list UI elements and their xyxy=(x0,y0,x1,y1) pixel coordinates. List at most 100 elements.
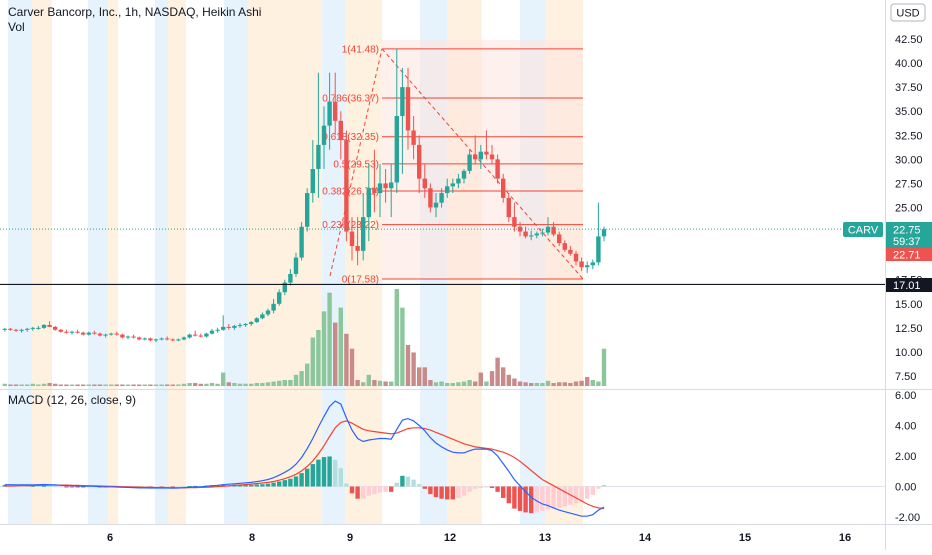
candle-body xyxy=(389,182,394,189)
symbol-badge[interactable]: CARV xyxy=(843,222,883,237)
time-tick-label: 16 xyxy=(839,532,851,544)
macd-histogram-bar xyxy=(321,457,327,487)
volume-bar xyxy=(310,337,315,386)
candle-body xyxy=(534,233,539,236)
macd-histogram-bar xyxy=(327,456,332,487)
candle-body xyxy=(484,151,489,155)
macd-histogram-bar xyxy=(41,485,47,487)
volume-bar xyxy=(142,384,147,386)
volume-bar xyxy=(456,382,461,386)
volume-bar xyxy=(47,383,52,386)
currency-label: USD xyxy=(896,8,919,20)
macd-line xyxy=(4,400,605,517)
candle-body xyxy=(361,217,366,251)
candle-body xyxy=(422,178,427,189)
candle-body xyxy=(321,125,327,145)
macd-histogram-bar xyxy=(562,486,567,507)
macd-histogram-bar xyxy=(383,486,388,492)
volume-bar xyxy=(153,384,159,386)
volume-bar xyxy=(8,384,13,386)
candle-body xyxy=(349,231,355,247)
volume-bar xyxy=(394,289,399,386)
candle-body xyxy=(120,334,125,338)
candle-body xyxy=(428,188,433,208)
macd-histogram-bar xyxy=(400,475,405,487)
volume-bar xyxy=(243,383,248,386)
time-tick-label: 9 xyxy=(347,532,353,544)
price-tick-label: 27.50 xyxy=(895,178,923,190)
volume-label: Vol xyxy=(8,20,25,34)
candle-body xyxy=(366,188,371,218)
volume-bar xyxy=(103,384,108,386)
volume-bar xyxy=(461,381,467,386)
macd-histogram-bar xyxy=(545,486,551,510)
candle-body xyxy=(109,333,114,335)
macd-histogram-bar xyxy=(349,486,355,494)
candle-body xyxy=(64,331,69,333)
candle-body xyxy=(512,217,517,227)
macd-histogram-bar xyxy=(277,481,282,487)
macd-histogram-bar xyxy=(573,486,579,504)
macd-histogram-bar xyxy=(377,486,383,493)
volume-bar xyxy=(69,384,75,386)
fib-level-label: 0.5(29.53) xyxy=(333,159,379,170)
candle-body xyxy=(473,154,478,160)
candle-body xyxy=(461,170,467,179)
macd-histogram-bar xyxy=(596,486,601,489)
candle-body xyxy=(333,101,338,121)
fib-trend-line xyxy=(329,48,383,276)
time-tick-label: 14 xyxy=(639,532,652,544)
macd-histogram-bar xyxy=(30,485,35,487)
volume-bar xyxy=(271,381,276,386)
candle-body xyxy=(456,178,461,184)
macd-histogram-bar xyxy=(355,486,360,499)
candle-body xyxy=(58,329,63,332)
session-band xyxy=(345,0,382,524)
session-band xyxy=(108,0,118,524)
candle-body xyxy=(495,159,500,179)
volume-bar xyxy=(81,384,86,386)
volume-bar xyxy=(237,383,243,386)
candle-body xyxy=(249,322,254,325)
volume-bar xyxy=(131,384,136,386)
macd-histogram-bar xyxy=(181,486,187,488)
time-tick-label: 6 xyxy=(107,532,113,544)
macd-histogram-bar xyxy=(473,486,478,489)
macd-tick-label: 0.00 xyxy=(895,482,916,494)
volume-bar xyxy=(215,383,220,386)
candle-body xyxy=(86,332,91,335)
macd-histogram-bar xyxy=(237,484,243,487)
macd-histogram-bar xyxy=(333,459,338,487)
volume-bar xyxy=(579,380,584,386)
candle-body xyxy=(478,151,483,160)
volume-bar xyxy=(478,372,483,386)
volume-bar xyxy=(181,383,187,386)
candle-body xyxy=(523,231,528,237)
macd-histogram-bar xyxy=(450,486,455,500)
candle-body xyxy=(310,168,315,194)
volume-bar xyxy=(590,380,595,386)
volume-bar xyxy=(585,377,590,386)
volume-bars xyxy=(2,289,607,386)
fib-level-label: 0.618(32.35) xyxy=(322,132,379,143)
chart-title: Carver Bancorp, Inc., 1h, NASDAQ, Heikin… xyxy=(8,5,261,19)
macd-histogram-bar xyxy=(81,486,86,488)
volume-bar xyxy=(148,384,153,386)
candle-body xyxy=(316,144,321,169)
hline-badge[interactable]: 17.01 xyxy=(886,278,932,292)
candle-body xyxy=(562,243,567,250)
candle-body xyxy=(573,253,579,262)
candle-body xyxy=(13,329,19,331)
time-tick-label: 12 xyxy=(444,532,456,544)
volume-bar xyxy=(534,383,539,386)
volume-bar xyxy=(293,374,299,386)
volume-bar xyxy=(557,382,562,386)
price-tick-label: 12.50 xyxy=(895,323,923,335)
time-tick-label: 15 xyxy=(739,532,751,544)
currency-button[interactable]: USD xyxy=(890,3,926,22)
candle-body xyxy=(545,226,551,233)
candle-body xyxy=(153,339,159,341)
volume-bar xyxy=(2,383,7,386)
